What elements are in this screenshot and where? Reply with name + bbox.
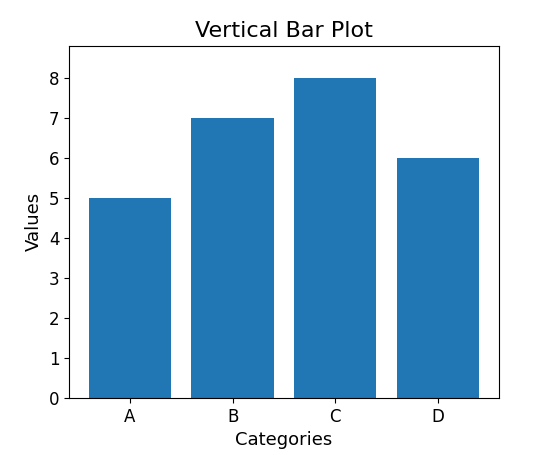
Bar	[397, 158, 479, 398]
Y-axis label: Values: Values	[25, 192, 43, 251]
Bar	[294, 77, 376, 398]
Bar	[192, 118, 274, 398]
Title: Vertical Bar Plot: Vertical Bar Plot	[195, 21, 373, 41]
Bar	[89, 198, 171, 398]
X-axis label: Categories: Categories	[235, 431, 332, 450]
